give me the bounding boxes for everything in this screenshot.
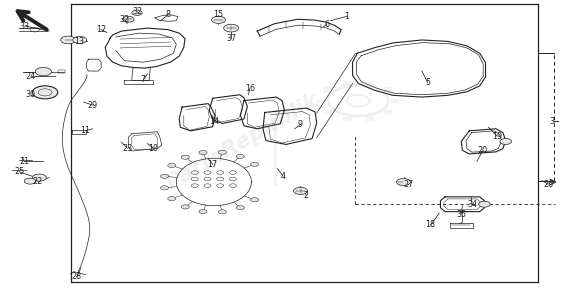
Text: 14: 14 <box>209 117 219 126</box>
Text: 25: 25 <box>14 167 24 176</box>
Circle shape <box>224 24 239 32</box>
FancyBboxPatch shape <box>324 110 332 114</box>
Circle shape <box>199 210 207 214</box>
Text: 1: 1 <box>344 12 349 21</box>
FancyBboxPatch shape <box>366 117 374 121</box>
Circle shape <box>250 162 258 166</box>
Text: 27: 27 <box>403 180 414 189</box>
Circle shape <box>199 150 207 155</box>
Circle shape <box>161 186 169 190</box>
Circle shape <box>236 206 244 210</box>
Circle shape <box>181 205 190 209</box>
Text: 18: 18 <box>425 221 436 229</box>
Circle shape <box>181 155 190 159</box>
FancyBboxPatch shape <box>343 117 351 121</box>
Text: 30: 30 <box>25 90 36 99</box>
FancyBboxPatch shape <box>317 99 325 103</box>
Text: 13: 13 <box>74 37 84 46</box>
Text: 9: 9 <box>298 120 303 129</box>
FancyBboxPatch shape <box>384 110 392 114</box>
Circle shape <box>479 201 490 207</box>
Circle shape <box>123 16 134 22</box>
Text: 10: 10 <box>148 144 158 152</box>
Text: 24: 24 <box>25 72 36 81</box>
Circle shape <box>500 139 512 144</box>
Text: 3: 3 <box>550 117 554 126</box>
Text: 34: 34 <box>467 200 477 209</box>
Circle shape <box>168 197 176 201</box>
Circle shape <box>168 163 176 168</box>
Circle shape <box>61 36 76 44</box>
Circle shape <box>294 187 307 194</box>
Text: 16: 16 <box>244 84 255 93</box>
Text: 22: 22 <box>32 177 43 186</box>
Circle shape <box>397 178 410 186</box>
Text: 7: 7 <box>141 75 146 84</box>
Text: 19: 19 <box>492 132 502 141</box>
Circle shape <box>218 210 227 214</box>
Text: 32: 32 <box>119 15 129 24</box>
Circle shape <box>32 86 58 99</box>
Text: 4: 4 <box>281 172 286 181</box>
Text: 28: 28 <box>72 272 82 281</box>
Circle shape <box>161 174 169 178</box>
Text: 23: 23 <box>122 144 132 152</box>
Circle shape <box>35 67 51 76</box>
Circle shape <box>24 178 36 184</box>
Circle shape <box>32 174 46 181</box>
Circle shape <box>73 36 87 44</box>
FancyBboxPatch shape <box>343 81 351 85</box>
Text: 29: 29 <box>87 101 98 110</box>
Circle shape <box>236 154 244 158</box>
FancyBboxPatch shape <box>384 87 392 91</box>
Circle shape <box>212 16 225 23</box>
Text: 20: 20 <box>477 147 488 155</box>
Text: 17: 17 <box>208 160 218 169</box>
Text: 11: 11 <box>80 126 91 135</box>
Text: PartsRepublik: PartsRepublik <box>162 90 323 194</box>
Text: 37: 37 <box>226 34 236 43</box>
Text: 15: 15 <box>213 10 224 19</box>
Text: 26: 26 <box>543 180 553 189</box>
FancyBboxPatch shape <box>366 81 374 85</box>
Text: 8: 8 <box>165 10 170 19</box>
Text: 32: 32 <box>132 7 143 16</box>
Text: 12: 12 <box>96 25 106 34</box>
Circle shape <box>132 10 142 15</box>
Text: 2: 2 <box>304 191 309 200</box>
Text: 35: 35 <box>456 210 466 218</box>
Circle shape <box>250 198 258 202</box>
Circle shape <box>218 150 227 154</box>
Text: 21: 21 <box>19 157 29 166</box>
Text: 6: 6 <box>324 20 329 29</box>
Text: 5: 5 <box>425 78 430 87</box>
FancyBboxPatch shape <box>391 99 399 103</box>
Text: 33: 33 <box>20 22 30 30</box>
FancyBboxPatch shape <box>324 87 332 91</box>
